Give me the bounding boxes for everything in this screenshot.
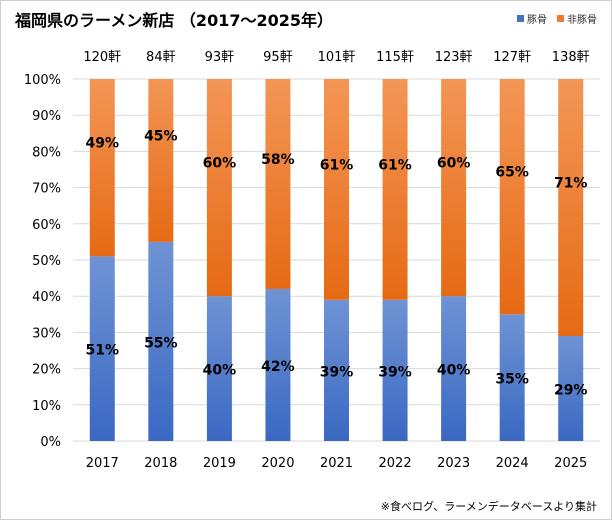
y-tick-label: 100%	[24, 73, 61, 88]
label-other-2022: 61%	[378, 157, 412, 173]
y-tick-label: 70%	[32, 182, 61, 197]
store-count-label: 123軒	[435, 50, 473, 65]
x-tick-label: 2023	[437, 456, 470, 471]
data-labels: 51% 49% 55% 45% 40% 60% 42% 58% 39% 61% 39% 61% 40% 6…	[86, 128, 588, 398]
bar-other-2021	[324, 79, 349, 300]
y-tick-label: 80%	[32, 145, 61, 160]
store-count-label: 93軒	[205, 50, 235, 65]
bar-other-2022	[382, 79, 408, 300]
x-tick-label: 2021	[320, 456, 353, 471]
x-tick-label: 2025	[554, 456, 587, 471]
legend-item-other: 非豚骨	[557, 11, 597, 26]
bar-other-2017	[89, 79, 115, 257]
bar-tonkotsu-2022	[382, 299, 408, 441]
label-other-2019: 60%	[203, 156, 237, 172]
legend-swatch-tonkotsu	[517, 15, 524, 22]
y-tick-label: 10%	[32, 399, 61, 414]
y-tick-label: 50%	[32, 254, 61, 269]
legend-label-tonkotsu: 豚骨	[527, 15, 547, 26]
bar-tonkotsu-2018	[148, 241, 174, 441]
chart-title: 福岡県のラーメン新店 （2017～2025年）	[15, 11, 333, 30]
bar-other-2018	[148, 79, 174, 242]
source-note: ※食べログ、ラーメンデータベースより集計	[380, 500, 597, 513]
y-tick-label: 0%	[40, 435, 61, 450]
store-counts: 120軒 84軒 93軒 95軒 101軒 115軒 123軒 127軒 138軒	[83, 50, 589, 65]
bar-tonkotsu-2025	[558, 336, 584, 441]
label-other-2017: 49%	[86, 136, 120, 152]
bar-other-2024	[499, 79, 525, 315]
label-tonkotsu-2018: 55%	[144, 335, 178, 351]
x-tick-label: 2017	[86, 456, 119, 471]
bar-other-2020	[265, 79, 291, 289]
x-tick-label: 2018	[144, 456, 177, 471]
store-count-label: 95軒	[263, 50, 293, 65]
bars	[89, 79, 584, 441]
label-other-2020: 58%	[261, 152, 295, 168]
y-axis: 0% 10% 20% 30% 40% 50% 60% 70% 80% 90% 100%	[24, 73, 61, 450]
x-axis: 2017 2018 2019 2020 2021 2022 2023 2024 2025	[86, 456, 588, 471]
label-other-2025: 71%	[554, 176, 588, 192]
legend: 豚骨 非豚骨	[517, 11, 597, 26]
label-tonkotsu-2023: 40%	[437, 363, 471, 379]
y-tick-label: 40%	[32, 290, 61, 305]
bar-tonkotsu-2024	[499, 314, 525, 441]
bar-tonkotsu-2019	[206, 296, 232, 441]
label-tonkotsu-2022: 39%	[378, 364, 412, 380]
bar-other-2023	[441, 79, 467, 297]
store-count-label: 115軒	[376, 50, 414, 65]
store-count-label: 127軒	[493, 50, 531, 65]
label-other-2024: 65%	[495, 165, 529, 181]
bar-tonkotsu-2020	[265, 288, 291, 441]
legend-item-tonkotsu: 豚骨	[517, 11, 547, 26]
store-count-label: 101軒	[318, 50, 356, 65]
y-tick-label: 60%	[32, 218, 61, 233]
label-other-2021: 61%	[320, 157, 354, 173]
legend-swatch-other	[557, 15, 564, 22]
x-tick-label: 2019	[203, 456, 236, 471]
store-count-label: 120軒	[83, 50, 121, 65]
x-tick-label: 2020	[261, 456, 294, 471]
x-tick-label: 2024	[496, 456, 529, 471]
label-other-2018: 45%	[144, 128, 178, 144]
store-count-label: 84軒	[146, 50, 176, 65]
bar-tonkotsu-2023	[441, 296, 467, 441]
bar-tonkotsu-2021	[324, 299, 349, 441]
label-tonkotsu-2021: 39%	[320, 364, 354, 380]
x-tick-label: 2022	[379, 456, 412, 471]
label-other-2023: 60%	[437, 156, 471, 172]
legend-label-other: 非豚骨	[567, 15, 597, 26]
y-tick-label: 20%	[32, 363, 61, 378]
y-tick-label: 30%	[32, 326, 61, 341]
bar-other-2025	[558, 79, 584, 337]
label-tonkotsu-2025: 29%	[554, 383, 588, 399]
label-tonkotsu-2017: 51%	[86, 343, 120, 359]
y-tick-label: 90%	[32, 109, 61, 124]
label-tonkotsu-2024: 35%	[495, 372, 529, 388]
bar-tonkotsu-2017	[89, 256, 115, 441]
store-count-label: 138軒	[552, 50, 590, 65]
label-tonkotsu-2019: 40%	[203, 363, 237, 379]
bar-other-2019	[206, 79, 232, 297]
label-tonkotsu-2020: 42%	[261, 359, 295, 375]
